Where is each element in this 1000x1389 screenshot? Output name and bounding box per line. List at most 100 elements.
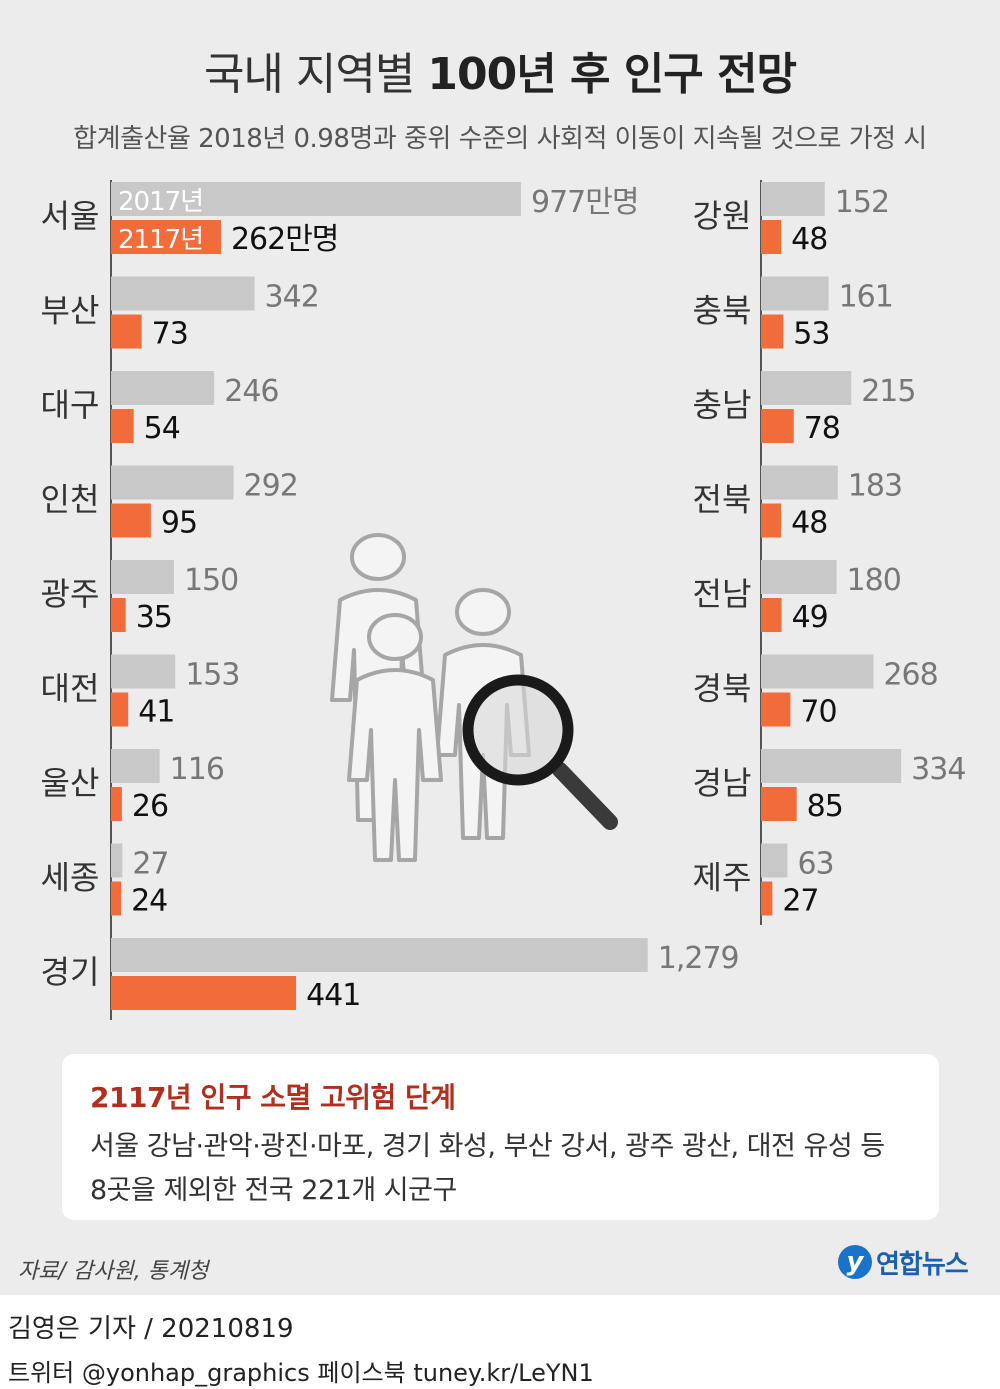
value-2017-left: 342 [265, 280, 319, 315]
bar-2017-right [761, 276, 829, 311]
bar-2117-left [111, 409, 134, 443]
region-label-left: 경기 [41, 953, 100, 991]
bar-2117-left [111, 598, 126, 632]
page-title: 국내 지역별 100년 후 인구 전망 [0, 38, 1000, 102]
value-2117-left: 54 [144, 411, 180, 446]
yonhap-logo-icon: y [838, 1245, 872, 1279]
value-2017-left: 150 [184, 563, 238, 598]
bar-2017-left [111, 371, 215, 405]
region-label-right: 경북 [693, 670, 752, 708]
value-2117-right: 48 [791, 506, 827, 541]
bar-2117-right [761, 787, 797, 821]
bar-2017-right [761, 371, 852, 405]
region-label-left: 대전 [41, 670, 100, 708]
value-2017-right: 268 [883, 658, 937, 693]
bar-2117-left [111, 787, 122, 821]
value-2117-left: 24 [131, 884, 167, 919]
bar-2017-right [761, 654, 874, 689]
value-2117-right: 48 [791, 222, 827, 257]
logo-text: 연합뉴스 [876, 1249, 969, 1280]
value-2017-left: 977만명 [531, 185, 638, 220]
bar-2117-left [111, 220, 221, 254]
value-2117-left: 441 [306, 978, 360, 1013]
bar-2017-left [111, 843, 123, 878]
bar-2017-left [111, 654, 176, 689]
region-label-left: 세종 [41, 859, 100, 897]
value-2017-left: 27 [132, 847, 168, 882]
value-2017-right: 183 [848, 469, 902, 504]
value-2017-right: 215 [861, 374, 915, 409]
value-2017-left: 292 [244, 469, 298, 504]
value-2117-left: 262만명 [231, 222, 338, 257]
value-2117-right: 53 [793, 317, 829, 352]
bar-2017-right [761, 843, 788, 878]
bar-2117-right [761, 503, 782, 538]
value-2017-left: 246 [224, 374, 278, 409]
series-label-2017: 2017년 [118, 187, 203, 217]
value-2017-right: 180 [847, 563, 901, 598]
value-2017-left: 1,279 [658, 941, 739, 976]
value-2117-left: 95 [161, 506, 197, 541]
bar-2117-left [111, 692, 129, 727]
value-2017-right: 63 [797, 847, 833, 882]
bar-2017-left [111, 749, 160, 783]
region-label-left: 인천 [41, 481, 100, 519]
bar-2017-right [761, 749, 902, 783]
bar-2117-left [111, 503, 151, 538]
bar-2117-left [111, 976, 297, 1010]
bar-2117-right [761, 409, 794, 443]
value-2117-right: 27 [782, 884, 818, 919]
risk-note-box: 2117년 인구 소멸 고위험 단계 서울 강남·관악·광진·마포, 경기 화성… [62, 1054, 939, 1220]
bar-2117-right [761, 314, 784, 349]
bar-2017-right [761, 182, 825, 216]
bar-2017-left [111, 276, 255, 311]
title-light: 국내 지역별 [203, 49, 415, 100]
bar-2017-right [761, 465, 838, 500]
yonhap-logo: y 연합뉴스 [838, 1240, 969, 1284]
value-2117-left: 26 [132, 789, 168, 824]
note-line-1: 서울 강남·관악·광진·마포, 경기 화성, 부산 강서, 광주 광산, 대전 … [90, 1131, 885, 1162]
region-label-left: 부산 [41, 292, 100, 330]
note-line-2: 8곳을 제외한 전국 221개 시군구 [90, 1175, 457, 1206]
bar-2017-left [111, 182, 521, 216]
region-label-right: 전남 [693, 575, 752, 613]
region-label-right: 충북 [693, 292, 752, 330]
value-2117-left: 35 [136, 600, 172, 635]
value-2117-right: 85 [807, 789, 843, 824]
value-2017-right: 161 [839, 280, 893, 315]
value-2017-right: 152 [835, 185, 889, 220]
value-2117-left: 41 [138, 695, 174, 730]
bar-2017-right [761, 560, 837, 594]
magnifier-icon [462, 674, 618, 830]
infographic-panel: 국내 지역별 100년 후 인구 전망 합계출산율 2018년 0.98명과 중… [0, 0, 1000, 1295]
page-subtitle: 합계출산율 2018년 0.98명과 중위 수준의 사회적 이동이 지속될 것으… [73, 124, 927, 154]
value-2117-right: 49 [792, 600, 828, 635]
bar-2117-right [761, 598, 782, 632]
bar-2117-left [111, 314, 142, 349]
bar-2017-left [111, 465, 234, 500]
value-2017-left: 153 [185, 658, 239, 693]
bar-2117-right [761, 881, 773, 916]
source-text: 자료/ 감사원, 통계청 [18, 1259, 209, 1284]
value-2017-right: 334 [911, 752, 965, 787]
bar-2117-right [761, 692, 791, 727]
value-2017-left: 116 [170, 752, 224, 787]
region-label-left: 서울 [41, 197, 100, 235]
value-2117-right: 78 [804, 411, 840, 446]
note-title: 2117년 인구 소멸 고위험 단계 [90, 1081, 456, 1114]
region-label-right: 제주 [693, 859, 752, 897]
reporter-credit: 김영은 기자 / 20210819 [8, 1314, 294, 1344]
series-label-2117: 2117년 [118, 225, 203, 255]
value-2117-left: 73 [152, 317, 188, 352]
bar-2017-left [111, 560, 174, 594]
value-2117-right: 70 [800, 695, 836, 730]
reporter-name: 김영은 기자 [8, 1314, 136, 1344]
region-label-left: 울산 [41, 764, 100, 802]
credit-date: 20210819 [161, 1314, 294, 1344]
bar-2117-left [111, 881, 122, 916]
region-label-right: 충남 [693, 386, 752, 424]
social-links: 트위터 @yonhap_graphics 페이스북 tuney.kr/LeYN1 [8, 1359, 594, 1387]
region-label-left: 광주 [41, 575, 100, 613]
bar-2017-left [111, 938, 648, 972]
